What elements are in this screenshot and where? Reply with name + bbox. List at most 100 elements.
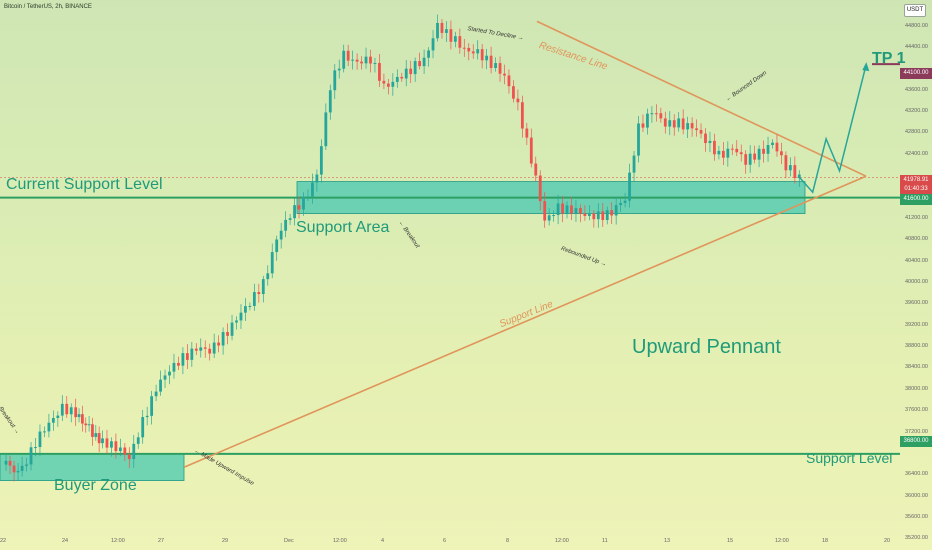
candle-body — [708, 140, 712, 144]
candle-body — [297, 205, 301, 210]
candle-body — [230, 322, 234, 336]
candle-body — [619, 202, 623, 206]
candle-body — [748, 153, 752, 165]
y-tick-label: 44400.00 — [905, 44, 928, 51]
candle-body — [101, 438, 104, 444]
candle-body — [43, 431, 46, 433]
candle-body — [730, 148, 734, 150]
y-tick-label: 36000.00 — [905, 492, 928, 499]
candle-body — [257, 292, 261, 295]
symbol-title: Bitcoin / TetherUS, 2h, BINANCE — [4, 4, 92, 10]
candle-body — [726, 148, 730, 158]
candle-body — [333, 70, 337, 91]
candle-body — [212, 342, 216, 354]
candle-body — [319, 146, 323, 175]
candle-body — [525, 128, 529, 138]
candle-body — [252, 292, 256, 306]
buyer-zone-label: Buyer Zone — [54, 477, 137, 494]
candle-body — [136, 437, 140, 444]
tp-price-box: 44100.00 — [900, 68, 932, 79]
x-tick-label: 29 — [222, 538, 229, 544]
candle-body — [118, 447, 122, 452]
candle-body — [547, 215, 551, 221]
forecast-path — [798, 63, 868, 194]
candle-body — [677, 118, 681, 128]
candle-body — [386, 83, 390, 87]
candle-body — [762, 148, 765, 154]
y-tick-label: 38400.00 — [905, 364, 928, 371]
candle-body — [601, 211, 605, 221]
x-tick-label: 22 — [0, 538, 7, 544]
candle-body — [717, 150, 721, 155]
candle-body — [404, 68, 408, 79]
countdown-box: 01:40:33 — [900, 184, 932, 195]
candle-body — [123, 447, 127, 455]
candle-body — [163, 375, 167, 380]
candle-body — [650, 113, 654, 115]
candle-body — [16, 470, 20, 473]
candle-body — [74, 407, 78, 418]
y-tick-label: 38000.00 — [905, 385, 928, 392]
x-tick-label: 12:00 — [111, 538, 125, 544]
candle-body — [418, 61, 422, 67]
candle-body — [605, 210, 609, 221]
candle-body — [793, 165, 797, 179]
candle-body — [221, 332, 225, 346]
candle-body — [181, 353, 185, 366]
y-tick-label: 39200.00 — [905, 321, 928, 328]
candle-body — [4, 460, 8, 465]
x-tick-label: 12:00 — [775, 538, 789, 544]
candle-body — [485, 55, 489, 61]
candle-body — [346, 50, 350, 61]
candle-body — [587, 213, 591, 216]
candle-body — [239, 312, 243, 321]
y-tick-label: 35200.00 — [905, 535, 928, 542]
candle-body — [34, 447, 37, 449]
y-tick-label: 40000.00 — [905, 279, 928, 285]
candle-body — [646, 113, 649, 128]
candle-body — [244, 306, 247, 313]
candle-body — [512, 86, 515, 99]
y-tick-label: 39600.00 — [905, 300, 928, 307]
candle-body — [94, 433, 98, 437]
candle-body — [538, 175, 542, 202]
candle-body — [503, 73, 506, 76]
candle-body — [570, 205, 573, 214]
candle-body — [596, 211, 600, 220]
candle-body — [766, 145, 770, 154]
candle-body — [382, 80, 386, 84]
candle-body — [56, 415, 60, 418]
candle-body — [261, 279, 265, 295]
y-tick-label: 41200.00 — [905, 214, 928, 221]
candle-body — [641, 123, 645, 128]
candle-body — [574, 208, 578, 214]
candle-body — [440, 22, 444, 33]
candle-body — [659, 113, 663, 119]
x-tick-label: 13 — [664, 538, 671, 544]
candle-body — [445, 29, 448, 33]
candle-body — [744, 154, 748, 165]
y-tick-label: 42800.00 — [905, 129, 928, 136]
y-tick-label: 40400.00 — [905, 257, 928, 264]
candle-body — [84, 423, 88, 426]
candle-body — [797, 174, 801, 179]
candle-body — [628, 172, 631, 201]
candle-body — [87, 424, 91, 426]
currency-button[interactable]: USDT — [904, 4, 926, 17]
candle-body — [561, 203, 564, 214]
candle-body — [77, 414, 81, 418]
y-tick-label: 35600.00 — [905, 513, 928, 520]
candle-body — [663, 118, 667, 127]
candle-body — [132, 443, 136, 460]
candle-body — [422, 57, 426, 67]
resistance-trendline — [536, 20, 867, 177]
candle-body — [467, 47, 471, 52]
x-tick-label: 12:00 — [333, 538, 347, 544]
candle-body — [623, 200, 627, 203]
x-tick-label: 27 — [158, 538, 165, 544]
candle-body — [324, 112, 328, 147]
candle-body — [284, 219, 288, 231]
candle-body — [449, 29, 453, 42]
